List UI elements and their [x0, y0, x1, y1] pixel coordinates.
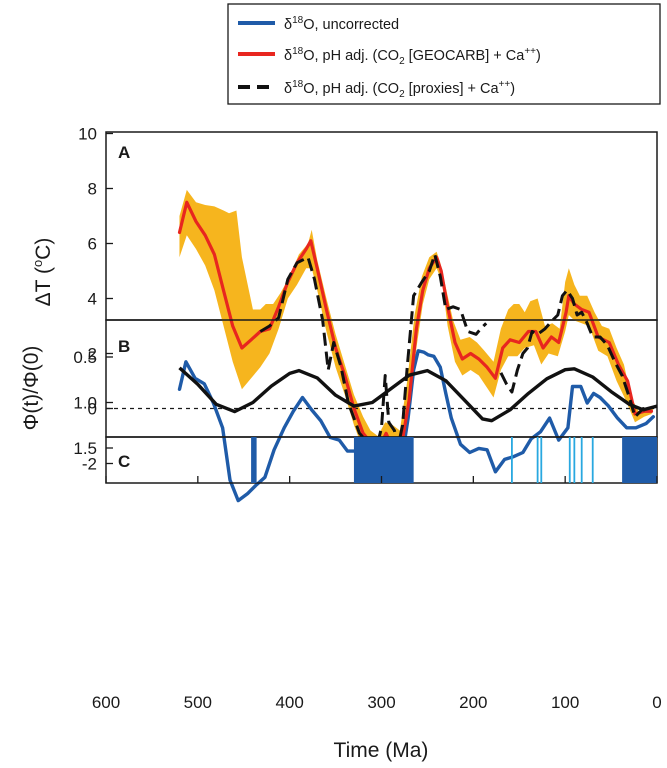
- panel-b-y-tick-label-0: 0.5: [73, 348, 97, 367]
- panel-a-y-tick-label-5: 8: [88, 180, 97, 199]
- phi-ratio-series-line: [178, 366, 658, 423]
- glaciation-band-0: [251, 437, 257, 483]
- panel-b-y-tick-label-2: 1.5: [73, 439, 97, 458]
- x-tick-label-1: 500: [184, 693, 212, 712]
- legend: δ18O, uncorrected δ18O, pH adj. (CO2 [GE…: [227, 3, 661, 105]
- panel-a-series-layer: [177, 200, 655, 503]
- x-tick-label-5: 100: [551, 693, 579, 712]
- panel-a-y-tick-label-3: 4: [88, 290, 97, 309]
- legend-box: [227, 3, 661, 105]
- panel-c: C 600 500 400 300 200 100 0 Time (Ma): [92, 436, 662, 762]
- panel-a-y-tick-label-2: 2: [88, 345, 97, 364]
- panel-a-y-tick-label-0: -2: [82, 455, 97, 474]
- proxies-series-line-1: [259, 253, 488, 452]
- panel-b-y-axis-title: Φ(t)/Φ(0): [20, 346, 43, 431]
- legend-label-geocarb: δ18O, pH adj. (CO2 [GEOCARB] + Ca++): [284, 46, 541, 67]
- panel-a-y-axis-title: ΔT (oC): [30, 238, 55, 307]
- x-axis-title: Time (Ma): [334, 739, 429, 762]
- panel-a-y-tick-label-1: 0: [88, 400, 97, 419]
- panel-b-letter: B: [118, 337, 130, 356]
- glaciation-band-2: [622, 437, 657, 483]
- proxies-series-line-2: [499, 288, 651, 419]
- panel-a: -2 0 2 4 6 8 10 A ΔT (oC): [30, 125, 658, 503]
- uncorrected-series-line: [177, 349, 655, 503]
- panel-b-series-layer: [178, 366, 658, 423]
- x-tick-label-6: 0: [652, 693, 661, 712]
- glaciation-band-1: [353, 437, 414, 483]
- panel-b-y-tick-label-1: 1.0: [73, 394, 97, 413]
- panel-a-y-ticks: -2 0 2 4 6 8 10: [78, 125, 113, 474]
- legend-label-uncorrected: δ18O, uncorrected: [284, 15, 399, 33]
- panel-a-letter: A: [118, 143, 130, 162]
- panel-c-glaciation-bands: [251, 437, 657, 483]
- panel-a-y-tick-label-4: 6: [88, 235, 97, 254]
- legend-label-proxies: δ18O, pH adj. (CO2 [proxies] + Ca++): [284, 79, 515, 100]
- x-tick-label-0: 600: [92, 693, 120, 712]
- panel-a-y-tick-label-6: 10: [78, 125, 97, 144]
- x-tick-label-4: 200: [459, 693, 487, 712]
- panel-c-letter: C: [118, 452, 130, 471]
- x-tick-label-2: 400: [275, 693, 303, 712]
- x-axis-ticks: 600 500 400 300 200 100 0: [92, 476, 662, 712]
- x-tick-label-3: 300: [367, 693, 395, 712]
- panel-b-y-ticks: 0.5 1.0 1.5: [73, 348, 113, 458]
- panel-b: 0.5 1.0 1.5 B Φ(t)/Φ(0): [20, 319, 658, 458]
- geocarb-series-line: [177, 200, 654, 452]
